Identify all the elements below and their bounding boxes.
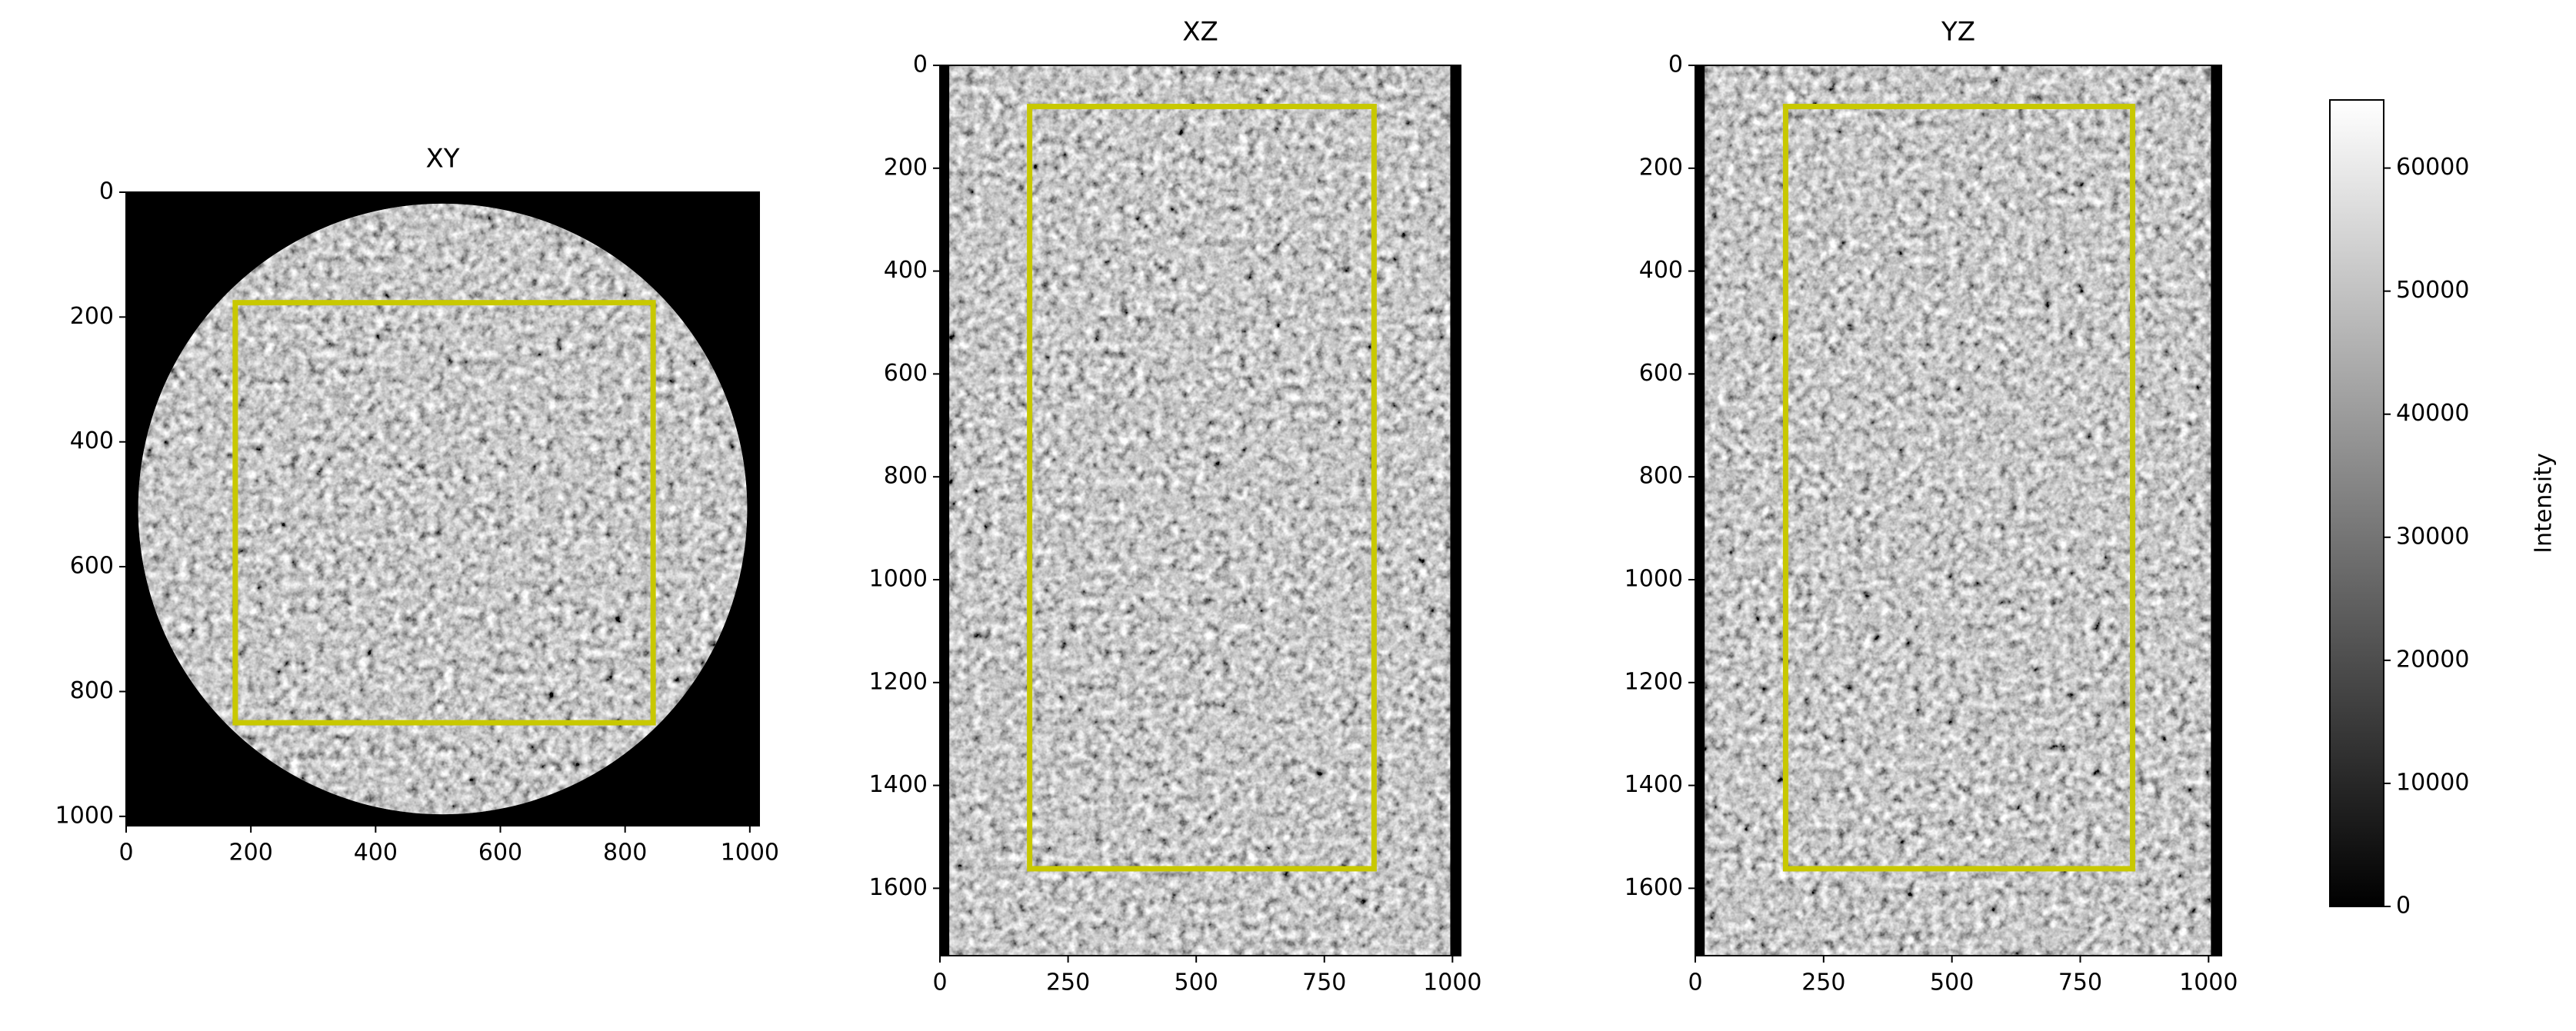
y-tick-label: 400 (70, 427, 114, 454)
colorbar-tick-label: 20000 (2396, 646, 2469, 673)
y-tick-label: 1000 (869, 565, 928, 592)
chart-title: XY (425, 144, 459, 175)
x-tick-label: 750 (1302, 969, 1346, 996)
x-tick-label: 250 (1801, 969, 1845, 996)
axes-frame (125, 191, 760, 826)
x-tick-label: 750 (2058, 969, 2102, 996)
x-tick-label: 500 (1175, 969, 1218, 996)
colorbar (2329, 99, 2384, 907)
roi-box (232, 300, 656, 726)
y-tick-label: 400 (884, 257, 928, 284)
image-texture (1705, 65, 2211, 956)
x-tick-label: 600 (478, 840, 522, 866)
colorbar-tick-label: 50000 (2396, 277, 2469, 304)
y-tick-label: 600 (1639, 360, 1683, 387)
x-tick-label: 0 (1688, 969, 1702, 996)
axes-frame (939, 65, 1461, 956)
chart-title: YZ (1941, 17, 1975, 48)
colorbar-tick-label: 60000 (2396, 154, 2469, 181)
y-tick-label: 1400 (869, 771, 928, 798)
x-tick-label: 500 (1930, 969, 1974, 996)
y-tick-label: 200 (1639, 154, 1683, 181)
y-tick-label: 1400 (1625, 771, 1683, 798)
y-tick-label: 1000 (1625, 565, 1683, 592)
colorbar-tick-label: 10000 (2396, 769, 2469, 796)
y-tick-label: 1000 (55, 802, 114, 829)
image-texture (138, 203, 748, 815)
x-tick-label: 0 (118, 840, 133, 866)
x-tick-label: 1000 (1423, 969, 1481, 996)
y-tick-label: 600 (70, 553, 114, 580)
roi-box (1782, 104, 2136, 872)
y-tick-label: 0 (1668, 52, 1683, 78)
y-tick-label: 1600 (1625, 874, 1683, 901)
colorbar-label: Intensity (2531, 453, 2558, 554)
y-tick-label: 0 (99, 178, 114, 205)
image-texture (949, 65, 1451, 956)
y-tick-label: 800 (1639, 463, 1683, 490)
x-tick-label: 1000 (721, 840, 779, 866)
x-tick-label: 200 (229, 840, 273, 866)
y-tick-label: 1200 (1625, 668, 1683, 695)
y-tick-label: 0 (913, 52, 928, 78)
x-tick-label: 400 (354, 840, 398, 866)
colorbar-tick-label: 40000 (2396, 400, 2469, 427)
y-tick-label: 600 (884, 360, 928, 387)
x-tick-label: 800 (603, 840, 647, 866)
x-tick-label: 250 (1046, 969, 1090, 996)
y-tick-label: 200 (884, 154, 928, 181)
colorbar-tick-label: 30000 (2396, 523, 2469, 550)
y-tick-label: 1200 (869, 668, 928, 695)
x-tick-label: 1000 (2179, 969, 2238, 996)
chart-title: XZ (1182, 17, 1218, 48)
colorbar-tick-label: 0 (2396, 893, 2411, 920)
x-tick-label: 0 (932, 969, 947, 996)
y-tick-label: 800 (70, 677, 114, 704)
y-tick-label: 800 (884, 463, 928, 490)
roi-box (1027, 104, 1377, 872)
y-tick-label: 200 (70, 303, 114, 330)
y-tick-label: 1600 (869, 874, 928, 901)
y-tick-label: 400 (1639, 257, 1683, 284)
axes-frame (1695, 65, 2222, 956)
